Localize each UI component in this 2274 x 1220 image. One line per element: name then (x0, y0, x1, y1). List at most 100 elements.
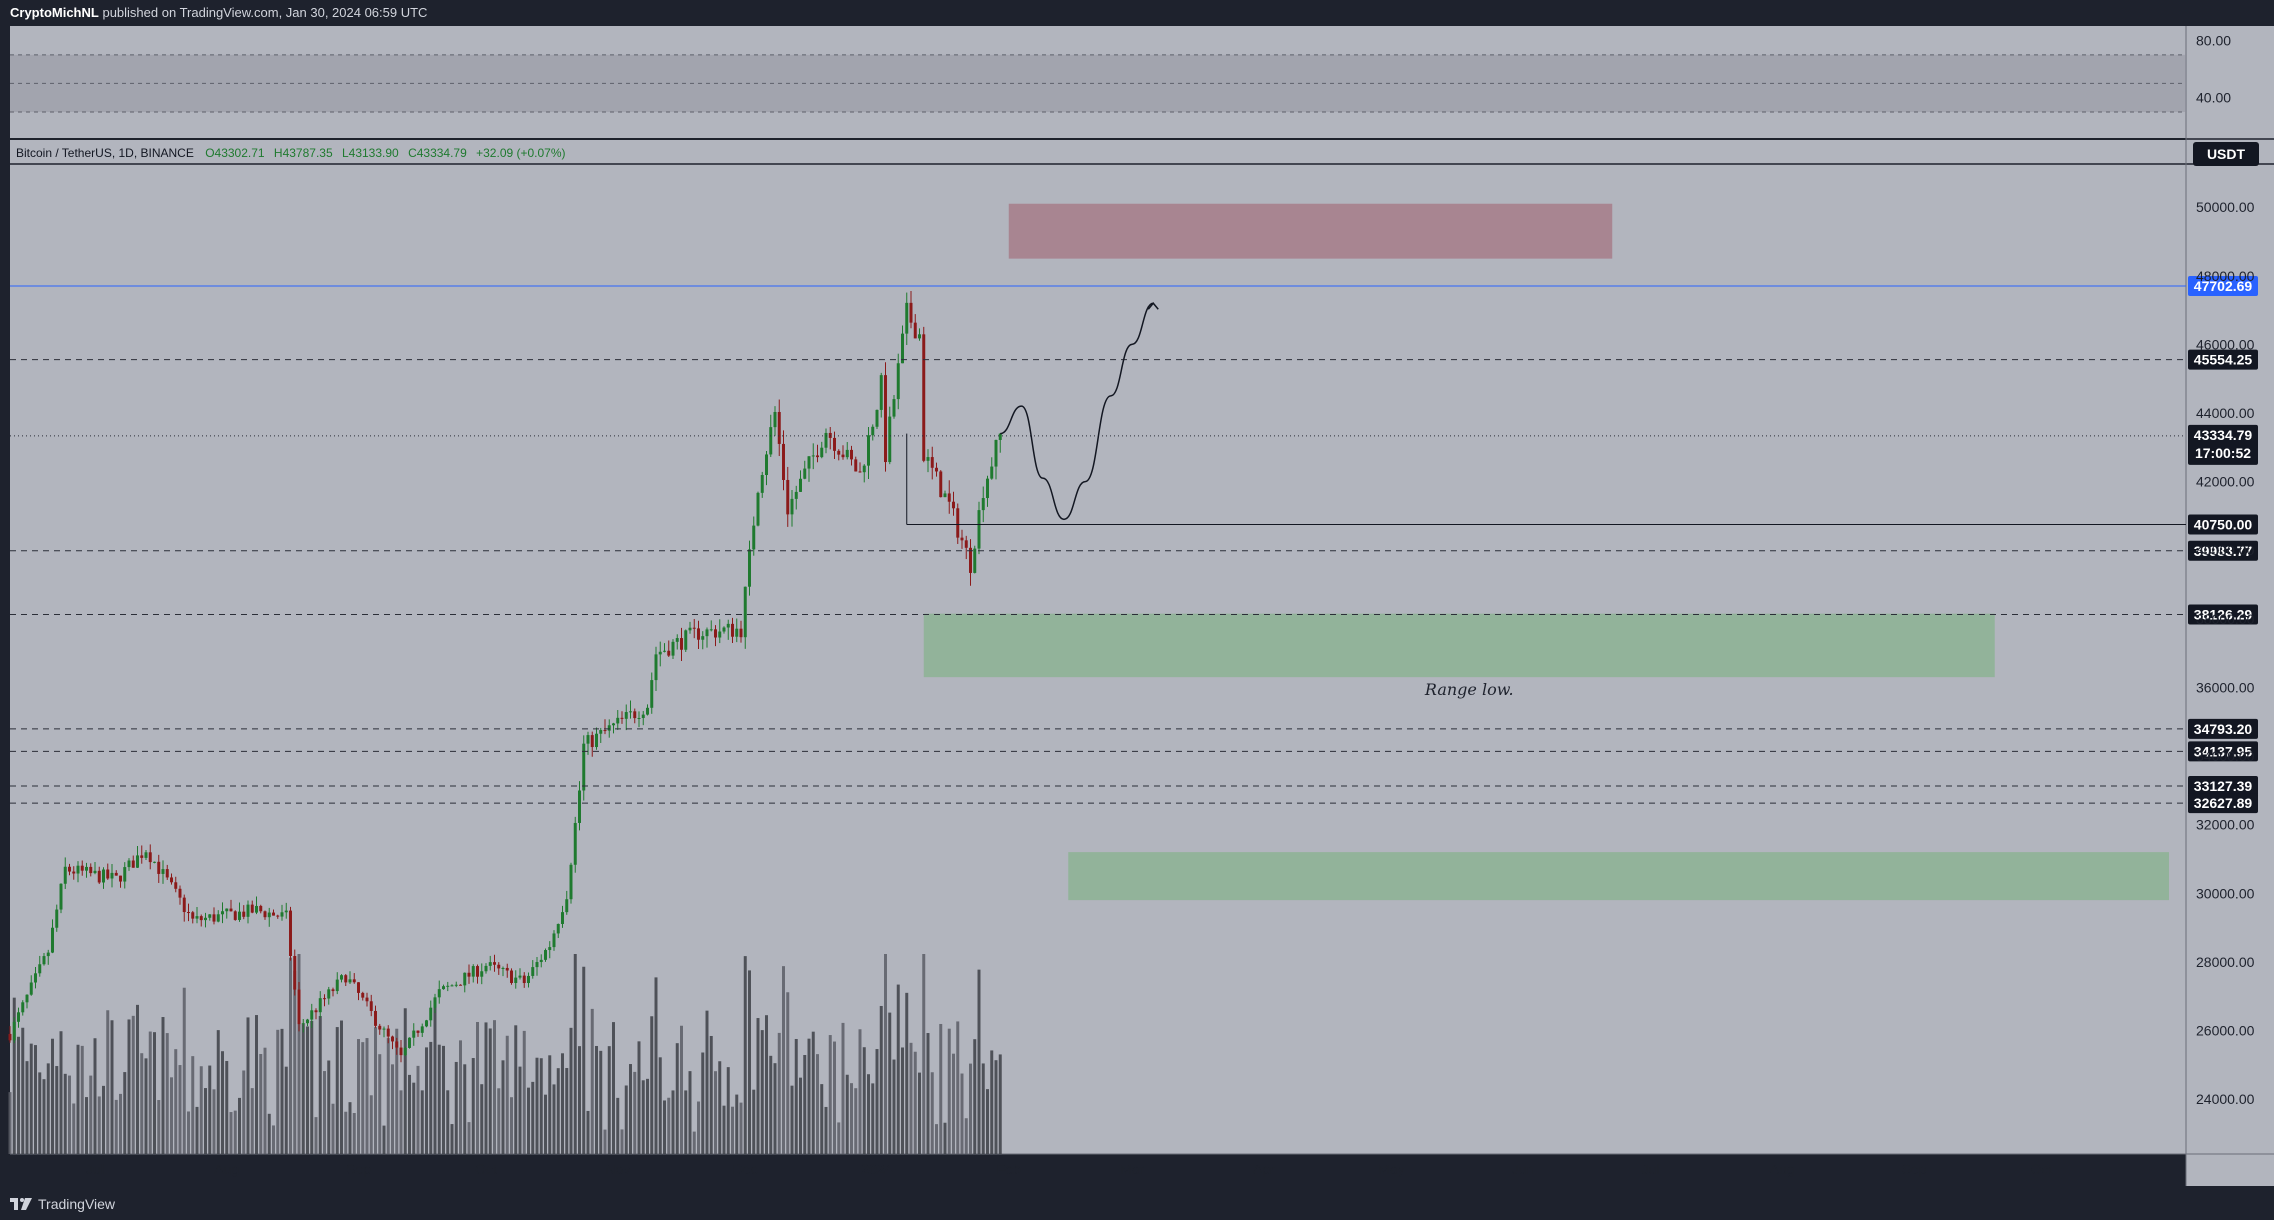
candle-body (225, 908, 229, 912)
price-tick-label: 42000.00 (2196, 474, 2255, 490)
volume-bar (539, 1058, 543, 1154)
candle-body (760, 475, 764, 493)
price-tick-label: 32000.00 (2196, 817, 2255, 833)
volume-bar (697, 1101, 700, 1154)
time-tick-label: Aug (1770, 1161, 1795, 1177)
time-tick-label: Oct (2031, 1161, 2053, 1177)
candle-body (501, 967, 505, 969)
volume-bar (425, 1047, 428, 1154)
volume-bar (136, 1004, 139, 1154)
candle-body (607, 725, 611, 731)
price-tick-label: 24000.00 (2196, 1091, 2255, 1107)
volume-bar (582, 966, 586, 1154)
candle-body (106, 869, 110, 879)
candle-body (480, 971, 484, 977)
candle-body (803, 468, 807, 479)
volume-bar (752, 1089, 756, 1154)
author-name[interactable]: CryptoMichNL (10, 5, 99, 20)
volume-bar (888, 1012, 892, 1154)
volume-bar (595, 1045, 598, 1154)
volume-bar (956, 1021, 960, 1154)
candle-body (454, 984, 458, 986)
price-chart[interactable]: 80.00 40.00 Bitcoin / TetherUS, 1D, BINAN… (0, 26, 2274, 1186)
candle-body (429, 1007, 433, 1021)
volume-bar (293, 970, 297, 1154)
volume-bar (221, 1051, 224, 1154)
candle-body (21, 1002, 25, 1013)
volume-bar (131, 1015, 135, 1154)
volume-bar (382, 1125, 386, 1154)
volume-bar (501, 1060, 505, 1154)
candle-body (964, 540, 968, 548)
candle-body (990, 466, 994, 479)
candle-body (38, 964, 42, 974)
volume-bar (306, 1026, 309, 1154)
candle-body (918, 334, 921, 339)
candle-body (633, 711, 637, 719)
volume-bar (110, 1020, 114, 1154)
rsi-pane: 80.00 40.00 (10, 33, 2231, 113)
currency-label: USDT (2207, 146, 2246, 162)
volume-bar (990, 1050, 994, 1154)
legend-open: O43302.71 (205, 146, 265, 160)
candle-body (505, 967, 509, 971)
volume-bar (748, 970, 751, 1154)
volume-bar (973, 1039, 977, 1154)
volume-bar (981, 1063, 985, 1154)
candle-body (369, 1001, 373, 1011)
volume-bar (21, 1027, 25, 1154)
volume-bar (760, 1030, 764, 1154)
volume-bar (756, 1018, 760, 1154)
volume-bar (896, 984, 900, 1154)
time-tick-label: Oct (475, 1161, 497, 1177)
candle-body (922, 334, 926, 461)
candle-body (250, 904, 254, 913)
candle-body (960, 537, 964, 541)
tradingview-logo[interactable]: TradingView (10, 1196, 115, 1212)
candle-body (216, 914, 220, 922)
volume-bar (769, 1055, 773, 1154)
candle-body (357, 982, 360, 993)
volume-bar (527, 1087, 530, 1154)
candle-body (590, 735, 594, 748)
time-tick-label: Jul (86, 1161, 104, 1177)
volume-bar (454, 1061, 458, 1154)
price-tick-label: 34000.00 (2196, 748, 2255, 764)
candle-body (595, 733, 598, 748)
volume-bar (280, 1028, 284, 1154)
candle-body (110, 872, 114, 879)
volume-bar (701, 1052, 705, 1154)
candle-body (335, 979, 339, 992)
volume-bar (522, 1030, 526, 1154)
volume-bar (446, 1090, 450, 1154)
candle-body (756, 492, 760, 526)
candle-body (80, 865, 84, 871)
currency-button[interactable]: USDT (2193, 142, 2259, 166)
price-tick-label: 36000.00 (2196, 679, 2255, 695)
candle-body (833, 437, 836, 451)
candle-body (565, 899, 569, 913)
volume-bar (161, 1017, 165, 1154)
candle-body (395, 1041, 399, 1048)
volume-bar (650, 1016, 654, 1154)
candle-body (522, 975, 526, 984)
candle-body (297, 989, 301, 1025)
candle-body (446, 985, 450, 987)
volume-bar (255, 1015, 258, 1154)
level-tag-text: 39983.77 (2194, 543, 2253, 559)
volume-bar (875, 1049, 879, 1154)
candle-body (178, 888, 182, 898)
rsi-tick-label: 40.00 (2196, 90, 2231, 106)
candle-body (981, 498, 985, 511)
price-tick-label: 48000.00 (2196, 268, 2255, 284)
candle-body (416, 1030, 420, 1033)
volume-bar (731, 1106, 734, 1154)
candle-body (518, 975, 522, 978)
candle-body (284, 910, 288, 913)
volume-bar (663, 1100, 666, 1154)
volume-bar (633, 1071, 637, 1154)
volume-bar (17, 1036, 20, 1154)
level-tag (2188, 349, 2258, 370)
volume-bar (323, 1071, 326, 1154)
candle-body (442, 986, 445, 990)
